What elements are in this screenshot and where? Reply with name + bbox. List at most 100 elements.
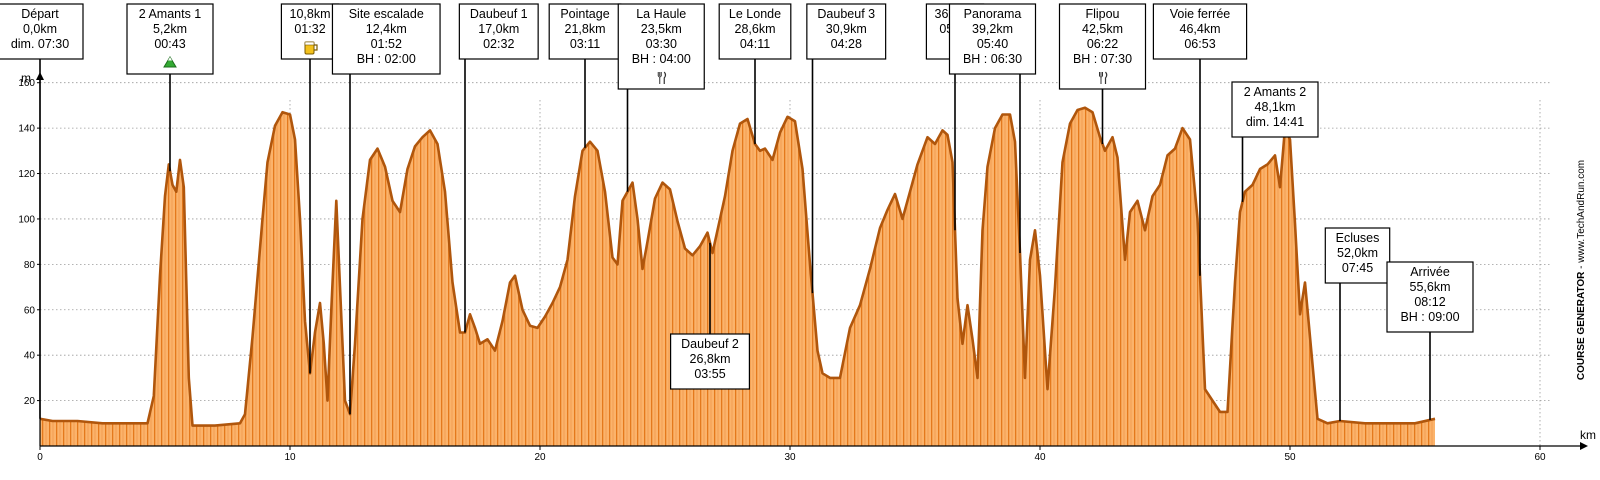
waypoint-label-line: 03:11 bbox=[570, 37, 600, 51]
waypoint-label-line: Le Londe bbox=[729, 7, 781, 21]
waypoint-label-line: 42,5km bbox=[1082, 22, 1123, 36]
waypoint-label-line: 06:53 bbox=[1184, 37, 1215, 51]
x-tick-label: 0 bbox=[37, 452, 43, 463]
waypoint-label-line: Arrivée bbox=[1410, 265, 1450, 279]
waypoint-label-line: 04:11 bbox=[740, 37, 770, 51]
x-tick-label: 40 bbox=[1034, 452, 1046, 463]
waypoint-label-line: 17,0km bbox=[478, 22, 519, 36]
waypoint-label-line: BH : 09:00 bbox=[1400, 310, 1459, 324]
credit: COURSE GENERATOR - www.TechAndRun.com bbox=[1576, 160, 1587, 380]
waypoint-label-line: BH : 07:30 bbox=[1073, 52, 1132, 66]
waypoint-label-line: dim. 07:30 bbox=[11, 37, 69, 51]
x-tick-label: 10 bbox=[284, 452, 296, 463]
waypoint-label-line: 03:55 bbox=[694, 367, 725, 381]
waypoint-box bbox=[331, 3, 441, 75]
x-tick-label: 20 bbox=[534, 452, 546, 463]
waypoint-box bbox=[718, 3, 792, 60]
x-tick-label: 60 bbox=[1534, 452, 1546, 463]
waypoint-label-line: 52,0km bbox=[1337, 246, 1378, 260]
waypoint-label-line: 28,6km bbox=[735, 22, 776, 36]
x-axis-arrow bbox=[1580, 442, 1588, 450]
waypoint-label-line: Site escalade bbox=[349, 7, 424, 21]
waypoint-label-line: 2 Amants 1 bbox=[139, 7, 202, 21]
cutlery-icon bbox=[657, 71, 667, 84]
waypoint-label-line: 21,8km bbox=[565, 22, 606, 36]
waypoint-label-line: 02:32 bbox=[483, 37, 514, 51]
waypoint-label-line: 05:40 bbox=[977, 37, 1008, 51]
waypoint-label-line: Daubeuf 3 bbox=[817, 7, 875, 21]
waypoint-label-line: Départ bbox=[21, 7, 59, 21]
cutlery-icon bbox=[1099, 71, 1108, 84]
y-tick-label: 160 bbox=[18, 78, 35, 89]
y-axis-label: m bbox=[21, 71, 31, 85]
waypoint-label-line: Panorama bbox=[964, 7, 1022, 21]
x-axis-label: km bbox=[1580, 428, 1596, 442]
waypoint-box bbox=[948, 3, 1037, 75]
waypoint-label-line: 23,5km bbox=[641, 22, 682, 36]
waypoint-label-line: 0,0km bbox=[23, 22, 57, 36]
waypoint-box bbox=[458, 3, 539, 60]
waypoint-label-line: 5,2km bbox=[153, 22, 187, 36]
y-tick-label: 40 bbox=[24, 351, 36, 362]
waypoint-label-line: Ecluses bbox=[1336, 231, 1380, 245]
y-tick-label: 80 bbox=[24, 260, 36, 271]
credit-url: www.TechAndRun.com bbox=[1576, 160, 1587, 264]
summit-icon bbox=[163, 56, 177, 68]
x-tick-label: 30 bbox=[784, 452, 796, 463]
waypoint-label-line: 55,6km bbox=[1410, 280, 1451, 294]
x-tick-label: 50 bbox=[1284, 452, 1296, 463]
waypoint-label-line: Pointage bbox=[560, 7, 609, 21]
waypoint-label-line: 48,1km bbox=[1255, 100, 1296, 114]
waypoint-box bbox=[1231, 81, 1319, 138]
waypoint-label-line: 10,8km bbox=[290, 7, 331, 21]
waypoint-box bbox=[1324, 227, 1391, 284]
waypoint-label-line: Daubeuf 2 bbox=[681, 337, 739, 351]
drink-icon bbox=[304, 41, 318, 55]
waypoint-label-line: 39,2km bbox=[972, 22, 1013, 36]
waypoint-box bbox=[669, 333, 750, 390]
waypoint-label-line: 00:43 bbox=[154, 37, 185, 51]
waypoint-label-line: 01:32 bbox=[294, 22, 325, 36]
y-tick-label: 140 bbox=[18, 124, 35, 135]
waypoint-box bbox=[806, 3, 887, 60]
waypoint-label-line: 12,4km bbox=[366, 22, 407, 36]
y-tick-label: 100 bbox=[18, 214, 35, 225]
waypoint-label-line: 46,4km bbox=[1180, 22, 1221, 36]
y-tick-label: 60 bbox=[24, 305, 36, 316]
waypoint-label-line: Voie ferrée bbox=[1170, 7, 1231, 21]
waypoint-label-line: BH : 06:30 bbox=[963, 52, 1022, 66]
waypoint-label-line: La Haule bbox=[636, 7, 686, 21]
elevation-fill bbox=[40, 107, 1435, 446]
waypoint-label-line: 30,9km bbox=[826, 22, 867, 36]
waypoint-label-line: 03:30 bbox=[646, 37, 677, 51]
waypoint-label-line: 01:52 bbox=[371, 37, 402, 51]
waypoint-label-line: 08:12 bbox=[1414, 295, 1445, 309]
waypoint-label-line: BH : 02:00 bbox=[357, 52, 416, 66]
elevation-line bbox=[40, 106, 1436, 427]
waypoint-label-line: 04:28 bbox=[831, 37, 862, 51]
waypoint-box bbox=[1152, 3, 1248, 60]
waypoint-label-line: Flipou bbox=[1085, 7, 1119, 21]
waypoint-label-line: 06:22 bbox=[1087, 37, 1118, 51]
credit-separator: - bbox=[1576, 263, 1587, 272]
y-tick-label: 20 bbox=[24, 396, 36, 407]
waypoint-box bbox=[0, 3, 84, 60]
